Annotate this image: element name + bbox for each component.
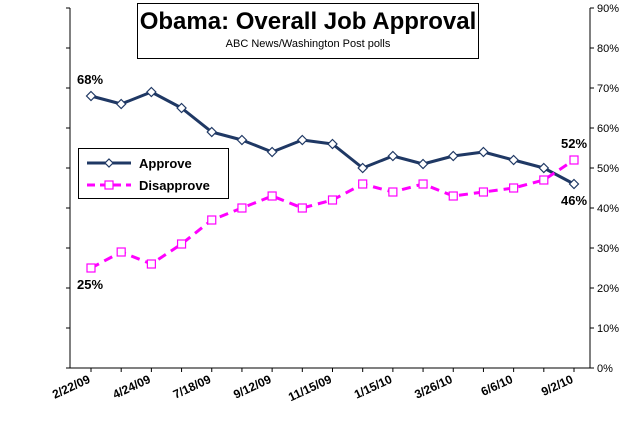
chart-title-box: Obama: Overall Job Approval ABC News/Was… [137, 3, 479, 59]
data-point-disapprove [116, 247, 126, 257]
x-tick-label: 6/6/10 [479, 372, 515, 399]
data-point-approve [115, 98, 127, 110]
data-point-disapprove [448, 191, 458, 201]
data-point-disapprove [327, 195, 338, 205]
data-point-disapprove [418, 179, 428, 189]
annotations-group: 68% 25% 52% 46% [77, 72, 587, 292]
data-point-approve [508, 154, 519, 166]
data-point-disapprove [297, 203, 307, 213]
y-tick-label: 40% [597, 203, 619, 215]
y-tick-label: 90% [597, 3, 619, 15]
data-point-disapprove [358, 179, 368, 189]
data-point-disapprove [539, 175, 549, 185]
data-point-disapprove [146, 259, 156, 269]
data-point-approve [568, 178, 580, 190]
legend: Approve Disapprove [78, 148, 229, 199]
data-point-approve [206, 126, 218, 138]
y-tick-label: 60% [597, 123, 619, 135]
data-point-disapprove [509, 183, 519, 193]
data-label: 52% [561, 136, 587, 151]
x-tick-label: 11/15/09 [286, 372, 334, 404]
data-point-approve [447, 150, 459, 162]
x-tick-label: 1/15/10 [352, 372, 394, 402]
x-tick-label: 3/26/10 [412, 372, 454, 402]
data-point-approve [176, 102, 187, 114]
data-point-disapprove [86, 263, 96, 273]
data-point-approve [85, 90, 97, 102]
data-point-disapprove [569, 155, 579, 165]
data-label: 25% [77, 277, 103, 292]
data-point-approve [236, 134, 248, 146]
y-tick-label: 70% [597, 83, 619, 95]
y-tick-label: 10% [597, 323, 619, 335]
data-point-disapprove [388, 187, 398, 197]
data-point-approve [146, 86, 157, 98]
y-tick-label: 80% [597, 43, 619, 55]
data-point-disapprove [267, 191, 277, 201]
chart-subtitle: ABC News/Washington Post polls [225, 38, 391, 50]
data-point-approve [417, 158, 429, 170]
x-tick-label: 2/22/09 [50, 372, 92, 402]
data-point-disapprove [176, 239, 187, 249]
legend-item-approve: Approve [85, 154, 192, 172]
y-tick-label: 0% [597, 363, 613, 375]
legend-swatch-disapprove [87, 180, 131, 190]
data-point-disapprove [478, 187, 489, 197]
x-tick-label: 7/18/09 [171, 372, 213, 402]
data-point-approve [266, 146, 278, 158]
data-point-disapprove [237, 203, 247, 213]
y-tick-label: 50% [597, 163, 619, 175]
legend-swatch-approve [87, 158, 131, 168]
data-label: 46% [561, 193, 587, 208]
legend-label-approve: Approve [139, 155, 192, 171]
legend-item-disapprove: Disapprove [85, 176, 210, 194]
series-group [85, 86, 580, 273]
data-point-approve [538, 162, 550, 174]
data-point-approve [327, 138, 338, 150]
x-tick-label: 4/24/09 [110, 372, 152, 402]
data-point-approve [357, 162, 369, 174]
data-label: 68% [77, 72, 103, 87]
x-tick-label: 9/2/10 [539, 372, 575, 399]
y-tick-label: 20% [597, 283, 619, 295]
data-point-approve [387, 150, 399, 162]
legend-label-disapprove: Disapprove [139, 177, 210, 193]
chart-title: Obama: Overall Job Approval [139, 8, 477, 35]
y-tick-label: 30% [597, 243, 619, 255]
x-tick-label: 9/12/09 [231, 372, 273, 402]
data-point-approve [296, 134, 308, 146]
data-point-approve [478, 146, 489, 158]
data-point-disapprove [207, 215, 217, 225]
